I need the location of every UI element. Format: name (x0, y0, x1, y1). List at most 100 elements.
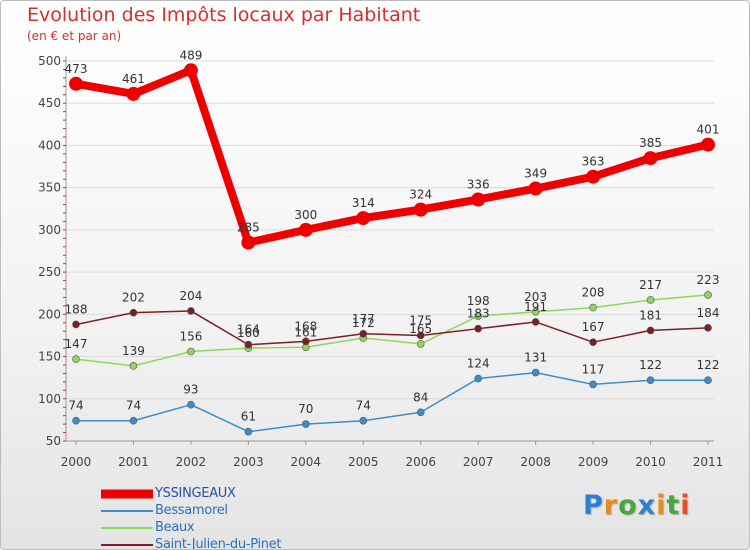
legend-swatch (101, 509, 153, 512)
legend-item: Beaux (101, 519, 281, 536)
data-label: 147 (65, 337, 88, 351)
data-label: 124 (467, 357, 490, 371)
data-label: 363 (582, 155, 605, 169)
data-label: 61 (241, 410, 256, 424)
legend-item: Saint-Julien-du-Pinet (101, 536, 282, 549)
legend-swatch (101, 526, 153, 529)
data-label: 117 (582, 362, 605, 376)
logo-letter: t (666, 490, 681, 521)
proxiti-logo: Proxiti (583, 490, 691, 521)
legend-label: Beaux (155, 520, 195, 535)
data-label: 188 (65, 302, 88, 316)
data-point (187, 400, 195, 409)
data-point (531, 318, 540, 326)
data-point (302, 337, 310, 346)
data-point (413, 202, 428, 217)
y-tick-label: 250 (38, 265, 61, 279)
x-tick-label: 2007 (463, 455, 494, 469)
data-label: 198 (467, 294, 490, 308)
data-point (72, 355, 80, 363)
data-point (704, 324, 712, 332)
data-label: 168 (294, 319, 317, 333)
data-point (72, 416, 80, 425)
data-point (69, 76, 83, 91)
data-label: 208 (582, 286, 605, 300)
data-label: 191 (524, 300, 547, 314)
data-label: 177 (352, 312, 375, 326)
y-tick-label: 300 (38, 223, 61, 237)
legend: YSSINGEAUX Bessamorel Beaux Saint-Julien-du… (101, 485, 282, 549)
x-tick-label: 2001 (118, 455, 149, 469)
y-tick-label: 200 (38, 307, 61, 321)
data-point (416, 331, 425, 340)
data-label: 122 (639, 358, 662, 372)
x-tick-label: 2006 (405, 455, 436, 469)
data-point (474, 324, 482, 333)
data-label: 131 (524, 351, 547, 365)
data-label: 401 (697, 123, 720, 137)
data-label: 175 (409, 313, 432, 327)
y-tick-label: 400 (38, 138, 61, 152)
data-label: 204 (179, 289, 202, 303)
data-label: 161 (294, 325, 317, 339)
logo-letter: P (583, 490, 604, 521)
data-point (704, 376, 712, 385)
data-point (416, 340, 425, 348)
data-point (244, 340, 253, 349)
legend-item: YSSINGEAUX (101, 485, 281, 502)
data-label: 223 (697, 273, 720, 287)
data-label: 84 (413, 390, 428, 404)
data-point (531, 368, 540, 377)
data-point (646, 376, 655, 385)
data-label: 324 (409, 188, 432, 202)
x-tick-label: 2010 (635, 455, 666, 469)
data-point (72, 320, 80, 329)
chart-subtitle: (en € et par an) (27, 29, 122, 43)
logo-letter: o (618, 490, 638, 521)
data-label: 74 (68, 399, 83, 413)
data-label: 473 (65, 62, 88, 76)
data-point (244, 427, 253, 436)
logo-letter: i (680, 490, 691, 521)
legend-swatch (101, 543, 153, 546)
data-point (126, 86, 141, 101)
data-point (241, 235, 256, 250)
legend-label: Bessamorel (155, 503, 228, 518)
data-point (471, 192, 486, 207)
data-label: 122 (697, 358, 720, 372)
data-point (302, 420, 310, 428)
data-label: 172 (352, 316, 375, 330)
y-tick-label: 150 (38, 350, 61, 364)
data-label: 203 (524, 290, 547, 304)
data-label: 93 (183, 383, 198, 397)
data-point (474, 374, 482, 383)
data-point (356, 211, 371, 226)
data-point (589, 303, 597, 312)
logo-letter: r (603, 490, 619, 521)
y-tick-label: 500 (38, 54, 61, 68)
data-label: 70 (298, 402, 313, 416)
data-point (474, 312, 482, 320)
data-point (704, 291, 712, 299)
series-line-yssingeaux (72, 66, 712, 247)
data-label: 202 (122, 291, 145, 305)
data-point (298, 222, 313, 237)
data-label: 489 (179, 48, 202, 62)
y-tick-label: 50 (46, 434, 61, 448)
series-line-saint-julien-du-pinet (75, 310, 709, 346)
x-tick-label: 2009 (578, 455, 609, 469)
series-line-beaux (75, 294, 709, 367)
data-label: 167 (582, 320, 605, 334)
data-point (187, 307, 195, 315)
data-point (646, 326, 655, 335)
data-point (129, 416, 138, 425)
data-point (359, 329, 368, 338)
x-tick-label: 2005 (348, 455, 379, 469)
data-point (701, 137, 715, 152)
x-tick-label: 2004 (291, 455, 322, 469)
logo-letter: i (656, 490, 667, 521)
data-label: 349 (524, 167, 547, 181)
data-point (416, 408, 425, 417)
data-point (129, 362, 138, 370)
data-label: 74 (356, 399, 371, 413)
